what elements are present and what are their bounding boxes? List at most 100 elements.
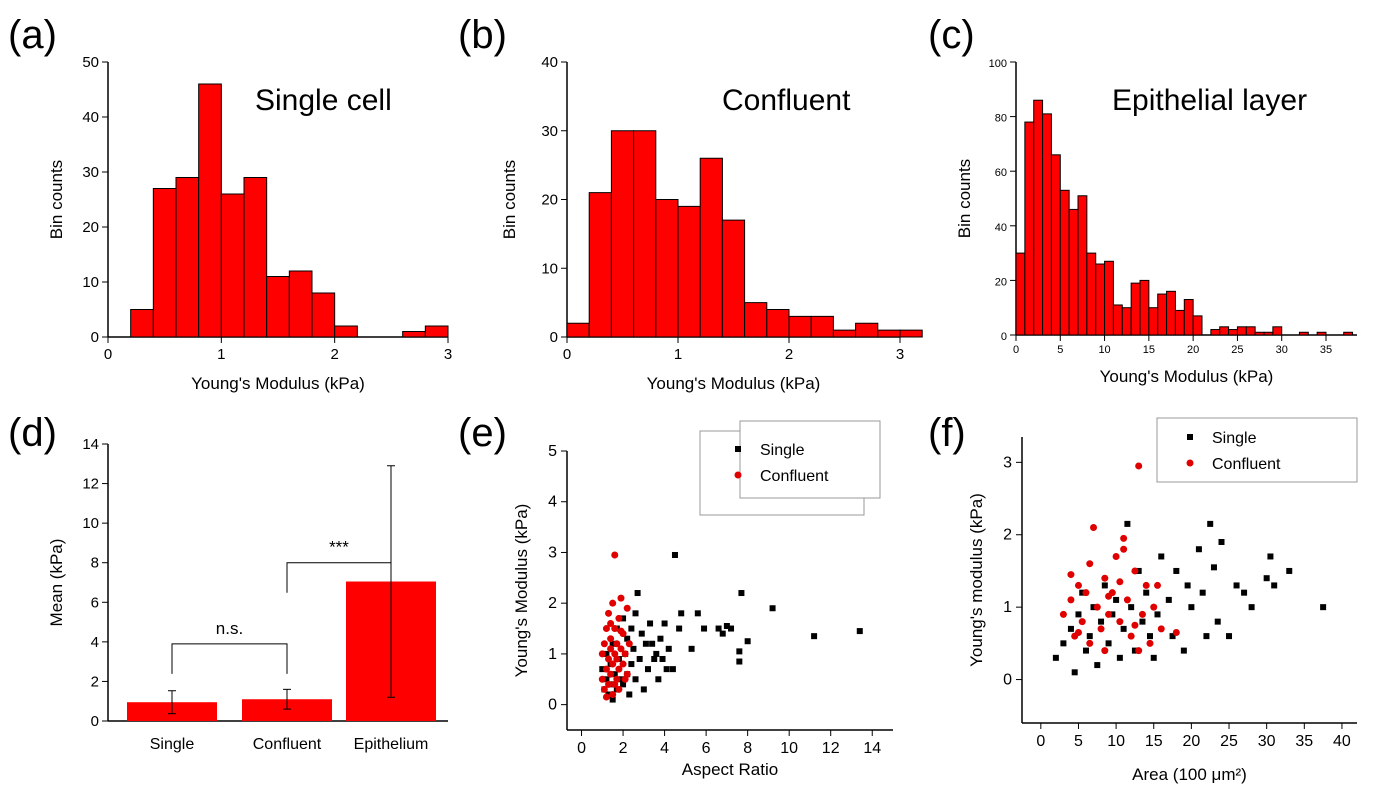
panel-letter: (e) bbox=[458, 411, 507, 455]
x-tick-label: 3 bbox=[896, 346, 904, 363]
data-point-confluent bbox=[1105, 610, 1113, 618]
histogram-bar bbox=[1095, 263, 1106, 336]
legend-marker bbox=[1186, 459, 1194, 467]
data-point-confluent bbox=[600, 640, 608, 648]
histogram-bar bbox=[744, 302, 768, 338]
histogram-bar bbox=[1042, 113, 1052, 336]
x-tick-label: 25 bbox=[1231, 344, 1243, 356]
data-point-single bbox=[1128, 604, 1135, 611]
x-tick-label: 40 bbox=[1333, 733, 1351, 750]
x-tick-label: 10 bbox=[1107, 733, 1125, 750]
data-point-single bbox=[1079, 589, 1086, 596]
significance-label: n.s. bbox=[216, 619, 243, 638]
histogram-bar bbox=[721, 219, 746, 338]
histogram-bar bbox=[424, 325, 449, 338]
data-point-confluent bbox=[607, 635, 615, 643]
data-point-confluent bbox=[617, 594, 625, 602]
data-point-single bbox=[647, 620, 654, 627]
data-point-single bbox=[1286, 567, 1293, 574]
y-axis-label: Young's modulus (kPa) bbox=[967, 493, 986, 667]
data-point-confluent bbox=[1086, 560, 1094, 568]
histogram-bar bbox=[899, 329, 923, 338]
data-point-single bbox=[1124, 520, 1131, 527]
histogram-bar bbox=[1139, 279, 1150, 336]
data-point-single bbox=[676, 625, 683, 632]
histogram-bar bbox=[1015, 252, 1026, 336]
data-point-single bbox=[1320, 604, 1327, 611]
data-point-single bbox=[659, 655, 666, 662]
histogram-bar bbox=[334, 325, 358, 338]
data-point-single bbox=[620, 681, 627, 688]
y-tick-label: 10 bbox=[82, 515, 99, 532]
histogram-bar bbox=[1077, 195, 1088, 336]
data-point-confluent bbox=[1093, 603, 1101, 611]
data-point-single bbox=[1109, 611, 1116, 618]
data-point-single bbox=[1060, 640, 1067, 647]
data-point-single bbox=[642, 640, 649, 647]
data-point-confluent bbox=[602, 693, 610, 701]
y-tick-label: 0 bbox=[548, 697, 557, 714]
data-point-confluent bbox=[1172, 628, 1180, 636]
data-point-confluent bbox=[607, 619, 615, 627]
significance-bracket bbox=[171, 643, 288, 674]
category-label: Epithelium bbox=[354, 736, 429, 753]
histogram-bar bbox=[1174, 309, 1185, 336]
data-point-confluent bbox=[598, 675, 606, 683]
histogram-bar bbox=[1157, 293, 1168, 336]
data-point-single bbox=[669, 666, 676, 673]
y-tick-label: 12 bbox=[82, 476, 99, 493]
y-tick-label: 50 bbox=[82, 54, 99, 71]
data-point-single bbox=[624, 635, 631, 642]
y-tick-label: 1 bbox=[548, 646, 557, 663]
histogram-bar bbox=[1033, 99, 1044, 336]
y-tick-label: 2 bbox=[548, 595, 557, 612]
data-point-single bbox=[661, 620, 668, 627]
data-point-single bbox=[736, 658, 743, 665]
histogram-bar bbox=[1059, 189, 1070, 336]
histogram-bar bbox=[677, 205, 701, 338]
data-point-single bbox=[723, 623, 730, 630]
y-tick-label: 0 bbox=[91, 713, 99, 730]
data-point-confluent bbox=[611, 551, 619, 559]
y-tick-label: 2 bbox=[1003, 527, 1012, 544]
histogram-bar bbox=[1130, 282, 1141, 336]
x-tick-label: 2 bbox=[330, 346, 338, 363]
data-point-confluent bbox=[1127, 632, 1135, 640]
histogram-bar bbox=[198, 83, 222, 338]
histogram-bar bbox=[1104, 260, 1114, 336]
data-point-confluent bbox=[1123, 596, 1131, 604]
mean-bar bbox=[242, 699, 332, 721]
data-point-single bbox=[1139, 618, 1146, 625]
y-tick-label: 60 bbox=[995, 167, 1007, 179]
data-point-single bbox=[630, 645, 637, 652]
data-point-confluent bbox=[1120, 545, 1128, 553]
histogram-bar bbox=[1254, 331, 1265, 336]
data-point-single bbox=[1267, 553, 1274, 560]
histogram-bar bbox=[1183, 299, 1194, 336]
x-tick-label: 3 bbox=[444, 346, 452, 363]
data-point-confluent bbox=[609, 660, 617, 668]
histogram-bar bbox=[788, 315, 812, 338]
data-point-single bbox=[719, 630, 726, 637]
data-point-confluent bbox=[619, 660, 627, 668]
data-point-confluent bbox=[615, 614, 623, 622]
data-point-single bbox=[1233, 582, 1240, 589]
data-point-single bbox=[628, 661, 635, 668]
y-tick-label: 1 bbox=[1003, 599, 1012, 616]
panel-letter: (a) bbox=[8, 13, 57, 57]
data-point-single bbox=[1150, 654, 1157, 661]
data-point-confluent bbox=[1116, 618, 1124, 626]
data-point-single bbox=[620, 615, 627, 622]
histogram-bar bbox=[1228, 329, 1238, 336]
panel-2: (c) Epithelial layer Young's Modulus (kPa)… bbox=[928, 13, 1357, 386]
histogram-bar bbox=[1298, 331, 1309, 336]
data-point-single bbox=[1075, 611, 1082, 618]
data-point-single bbox=[701, 625, 708, 632]
data-point-single bbox=[688, 645, 695, 652]
data-point-confluent bbox=[1074, 628, 1082, 636]
histogram-bar bbox=[1316, 331, 1327, 336]
data-point-single bbox=[1263, 575, 1270, 582]
data-point-confluent bbox=[607, 645, 615, 653]
data-point-confluent bbox=[1082, 589, 1090, 597]
x-tick-label: 2 bbox=[619, 740, 628, 757]
